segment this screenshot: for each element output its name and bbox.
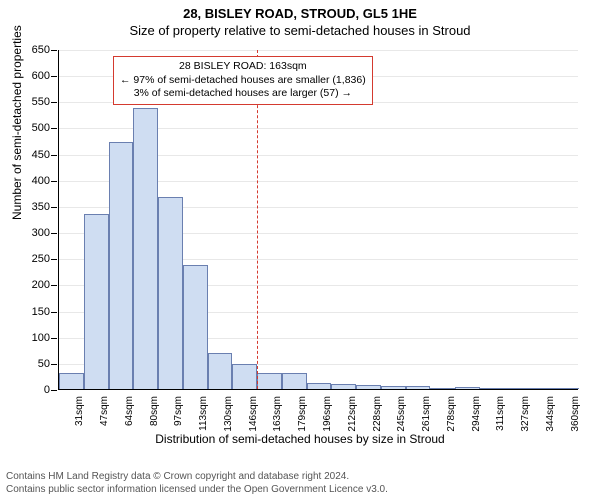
- y-tick: [51, 128, 57, 129]
- bar: [455, 387, 480, 389]
- y-tick-label: 250: [20, 253, 50, 265]
- x-tick-label: 64sqm: [124, 396, 135, 426]
- annotation-box: 28 BISLEY ROAD: 163sqm← 97% of semi-deta…: [113, 56, 373, 105]
- bar: [406, 386, 431, 389]
- bar: [356, 385, 381, 389]
- annotation-line: ← 97% of semi-detached houses are smalle…: [120, 74, 366, 88]
- bar: [59, 373, 84, 389]
- y-tick: [51, 259, 57, 260]
- y-tick: [51, 102, 57, 103]
- y-tick: [51, 364, 57, 365]
- x-tick-label: 163sqm: [272, 396, 283, 432]
- y-tick-label: 350: [20, 201, 50, 213]
- bar: [505, 388, 530, 389]
- y-tick-label: 0: [20, 384, 50, 396]
- x-tick-label: 31sqm: [74, 396, 85, 426]
- x-tick-label: 245sqm: [396, 396, 407, 432]
- x-tick-label: 261sqm: [421, 396, 432, 432]
- x-tick-label: 47sqm: [99, 396, 110, 426]
- y-tick-label: 500: [20, 122, 50, 134]
- bar: [208, 353, 233, 389]
- x-tick-label: 146sqm: [248, 396, 259, 432]
- bar: [331, 384, 356, 389]
- footer-line-2: Contains public sector information licen…: [6, 484, 388, 497]
- x-tick-label: 80sqm: [149, 396, 160, 426]
- plot-area: 0501001502002503003504004505005506006503…: [58, 50, 578, 390]
- y-tick: [51, 155, 57, 156]
- bar: [307, 383, 332, 389]
- bar: [554, 388, 579, 389]
- y-tick-label: 400: [20, 175, 50, 187]
- y-tick: [51, 76, 57, 77]
- y-tick-label: 650: [20, 44, 50, 56]
- bar: [133, 108, 158, 389]
- y-tick-label: 150: [20, 306, 50, 318]
- y-tick: [51, 390, 57, 391]
- y-tick: [51, 338, 57, 339]
- footer: Contains HM Land Registry data © Crown c…: [6, 471, 388, 496]
- title-sub: Size of property relative to semi-detach…: [0, 23, 600, 38]
- y-tick: [51, 181, 57, 182]
- y-tick-label: 600: [20, 70, 50, 82]
- x-tick-label: 311sqm: [495, 396, 506, 431]
- bar: [480, 388, 505, 389]
- x-tick-label: 113sqm: [198, 396, 209, 431]
- x-tick-label: 130sqm: [223, 396, 234, 432]
- y-axis-label: Number of semi-detached properties: [10, 25, 24, 220]
- annotation-line: 28 BISLEY ROAD: 163sqm: [120, 60, 366, 74]
- x-tick-label: 97sqm: [173, 396, 184, 426]
- y-tick: [51, 207, 57, 208]
- y-tick-label: 550: [20, 96, 50, 108]
- y-tick-label: 300: [20, 227, 50, 239]
- x-tick-label: 344sqm: [545, 396, 556, 432]
- title-main: 28, BISLEY ROAD, STROUD, GL5 1HE: [0, 6, 600, 21]
- y-tick: [51, 312, 57, 313]
- y-tick-label: 100: [20, 332, 50, 344]
- bar: [282, 373, 307, 389]
- y-tick-label: 50: [20, 358, 50, 370]
- bar: [381, 386, 406, 389]
- x-tick-label: 360sqm: [570, 396, 581, 432]
- bar: [257, 373, 282, 389]
- x-axis-label: Distribution of semi-detached houses by …: [0, 432, 600, 446]
- bar: [430, 388, 455, 389]
- x-tick-label: 196sqm: [322, 396, 333, 432]
- bar: [84, 214, 109, 389]
- y-tick-label: 200: [20, 279, 50, 291]
- gridline: [59, 50, 578, 51]
- y-tick: [51, 233, 57, 234]
- bar: [109, 142, 134, 389]
- bar: [529, 388, 554, 389]
- bar: [232, 364, 257, 389]
- x-tick-label: 228sqm: [372, 396, 383, 432]
- bar: [158, 197, 183, 389]
- bar: [183, 265, 208, 389]
- annotation-line: 3% of semi-detached houses are larger (5…: [120, 87, 366, 101]
- x-tick-label: 327sqm: [520, 396, 531, 432]
- y-tick: [51, 50, 57, 51]
- y-tick: [51, 285, 57, 286]
- x-tick-label: 278sqm: [446, 396, 457, 432]
- footer-line-1: Contains HM Land Registry data © Crown c…: [6, 471, 388, 484]
- y-tick-label: 450: [20, 149, 50, 161]
- x-tick-label: 294sqm: [471, 396, 482, 432]
- chart: 0501001502002503003504004505005506006503…: [58, 50, 578, 420]
- x-tick-label: 179sqm: [297, 396, 308, 432]
- x-tick-label: 212sqm: [347, 396, 358, 432]
